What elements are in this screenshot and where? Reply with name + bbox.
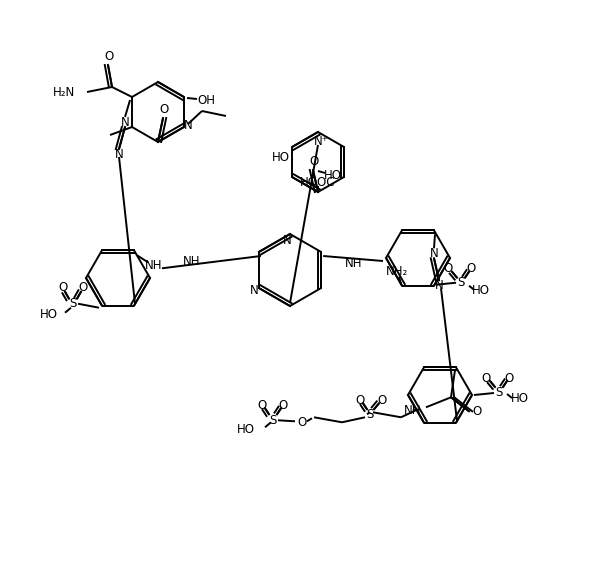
Text: O: O bbox=[472, 405, 481, 418]
Text: HO: HO bbox=[511, 391, 529, 404]
Text: NH: NH bbox=[403, 404, 421, 417]
Text: HO: HO bbox=[40, 308, 58, 321]
Text: N: N bbox=[430, 247, 439, 260]
Text: HO: HO bbox=[324, 169, 342, 182]
Text: S: S bbox=[495, 386, 503, 399]
Text: N⁺: N⁺ bbox=[314, 135, 328, 148]
Text: NH: NH bbox=[145, 259, 163, 272]
Text: OH: OH bbox=[197, 94, 215, 107]
Text: O: O bbox=[377, 394, 387, 407]
Text: O: O bbox=[278, 399, 287, 412]
Text: O: O bbox=[258, 399, 267, 412]
Text: O: O bbox=[466, 262, 475, 275]
Text: HO: HO bbox=[237, 423, 255, 436]
Text: S: S bbox=[367, 408, 374, 421]
Text: O: O bbox=[443, 262, 453, 275]
Text: N: N bbox=[184, 119, 192, 132]
Text: O: O bbox=[505, 373, 513, 386]
Text: N: N bbox=[121, 115, 129, 128]
Text: HOOC: HOOC bbox=[300, 176, 336, 189]
Text: O: O bbox=[298, 416, 306, 429]
Text: NH: NH bbox=[183, 254, 200, 268]
Text: S: S bbox=[458, 276, 465, 289]
Text: S: S bbox=[69, 297, 77, 310]
Text: N: N bbox=[434, 279, 443, 292]
Text: NH: NH bbox=[345, 257, 362, 269]
Text: N: N bbox=[249, 283, 258, 296]
Text: N: N bbox=[115, 148, 123, 161]
Text: O: O bbox=[309, 154, 319, 168]
Text: O: O bbox=[355, 394, 365, 407]
Text: O: O bbox=[481, 373, 491, 386]
Text: HO: HO bbox=[472, 284, 490, 297]
Text: H₂N: H₂N bbox=[53, 86, 75, 98]
Text: N: N bbox=[283, 233, 292, 247]
Text: NH₂: NH₂ bbox=[386, 265, 408, 278]
Text: HO: HO bbox=[272, 151, 290, 164]
Text: O: O bbox=[79, 281, 87, 294]
Text: O: O bbox=[104, 49, 114, 62]
Text: S: S bbox=[270, 414, 277, 427]
Text: O: O bbox=[159, 102, 168, 115]
Text: O: O bbox=[58, 281, 68, 294]
